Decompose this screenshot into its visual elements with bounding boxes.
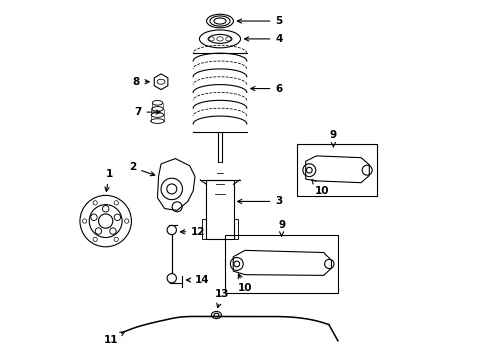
Text: 10: 10 xyxy=(312,180,329,196)
Text: 14: 14 xyxy=(187,275,209,285)
Text: 11: 11 xyxy=(104,332,124,345)
Text: 12: 12 xyxy=(180,227,206,237)
Text: 1: 1 xyxy=(105,169,113,192)
Text: 13: 13 xyxy=(215,289,229,308)
Text: 3: 3 xyxy=(238,197,283,206)
Text: 5: 5 xyxy=(238,16,283,26)
Bar xyxy=(225,235,338,293)
Text: 9: 9 xyxy=(330,130,337,147)
Text: 9: 9 xyxy=(278,220,285,236)
Text: 8: 8 xyxy=(132,77,149,87)
Bar xyxy=(234,219,238,239)
Text: 2: 2 xyxy=(129,162,155,176)
Text: 6: 6 xyxy=(251,84,283,94)
Bar xyxy=(297,144,377,196)
Bar xyxy=(206,180,234,239)
Bar xyxy=(202,219,206,239)
Text: 7: 7 xyxy=(134,107,160,117)
Text: 10: 10 xyxy=(238,274,252,293)
Text: 4: 4 xyxy=(245,34,283,44)
